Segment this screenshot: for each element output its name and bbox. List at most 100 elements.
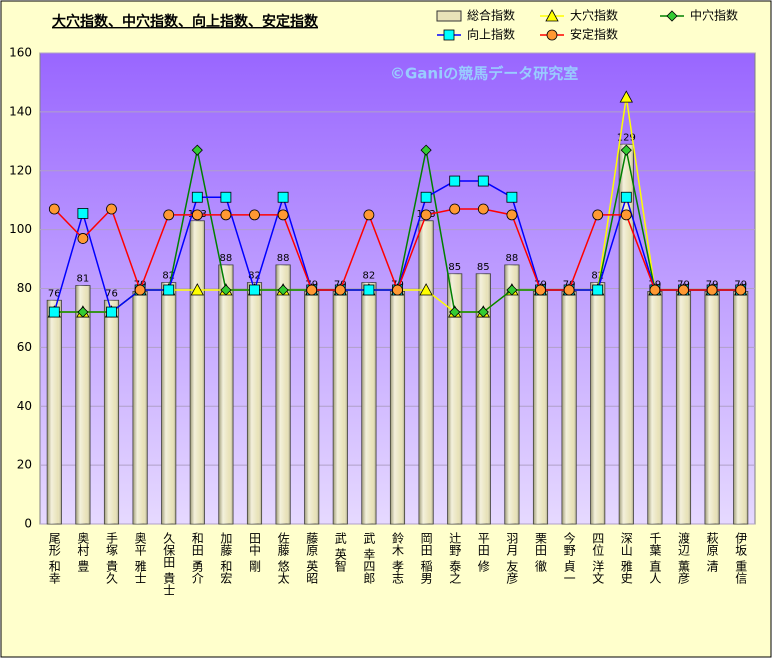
marker	[420, 191, 432, 203]
watermark: ©Ganiの競馬データ研究室	[390, 65, 578, 83]
bar-shade	[704, 291, 720, 524]
value-label: 76	[105, 288, 118, 299]
x-tick-label: 鈴木 孝志	[391, 531, 405, 584]
x-tick-label: 栗田 徹	[534, 532, 548, 572]
marker	[106, 203, 117, 215]
x-tick-label: 深山 雅史	[619, 532, 633, 584]
x-tick-label: 渡辺 薫彦	[677, 531, 691, 585]
bar-shade	[190, 220, 205, 524]
bar-shade	[647, 291, 663, 524]
bar-shade	[218, 264, 234, 524]
legend-label: 中穴指数	[690, 8, 738, 23]
marker	[420, 209, 432, 221]
value-label: 81	[77, 274, 90, 285]
x-tick-label: 千葉 直人	[648, 532, 662, 584]
marker	[306, 284, 318, 296]
bar-shade	[504, 264, 520, 524]
value-label: 82	[162, 271, 175, 282]
y-tick-label: 40	[17, 399, 32, 413]
x-tick-label: 奥平 雅士	[133, 532, 147, 584]
x-tick-label: 辻野 泰之	[448, 532, 462, 584]
legend-label: 向上指数	[467, 27, 515, 42]
legend-swatch	[436, 10, 462, 22]
marker	[106, 306, 117, 318]
bar-shade	[676, 291, 691, 524]
marker	[190, 283, 204, 296]
value-label: 88	[506, 253, 519, 264]
marker	[678, 284, 689, 296]
bar-shade	[333, 291, 348, 524]
marker	[249, 209, 260, 221]
marker	[706, 284, 718, 296]
bar-shade	[47, 300, 62, 524]
marker	[546, 29, 558, 41]
marker	[277, 284, 289, 296]
marker	[48, 203, 60, 215]
value-label: 82	[363, 271, 376, 282]
x-tick-label: 田中 剛	[248, 532, 262, 572]
bar-shade	[247, 282, 262, 524]
bar-shade	[132, 291, 148, 524]
value-label: 82	[591, 271, 604, 282]
x-tick-label: 武 幸四郎	[362, 532, 376, 584]
x-tick-label: 加藤 和宏	[219, 532, 233, 585]
chart-title: 大穴指数、中穴指数、向上指数、安定指数	[52, 13, 319, 30]
y-tick-label: 120	[9, 163, 32, 177]
marker	[163, 284, 175, 296]
marker	[649, 284, 661, 296]
marker	[277, 209, 289, 221]
bar-shade	[104, 300, 119, 524]
x-tick-label: 手塚 貴久	[105, 532, 119, 585]
marker	[220, 191, 232, 203]
x-tick-label: 伊坂 重信	[734, 532, 748, 585]
marker	[506, 209, 518, 221]
marker	[449, 175, 461, 187]
y-tick-label: 80	[17, 281, 32, 295]
bar-shade	[590, 282, 605, 524]
legend-label: 大穴指数	[570, 8, 618, 23]
marker	[619, 90, 633, 103]
x-tick-label: 平田 修	[476, 532, 490, 572]
marker	[392, 284, 403, 296]
marker	[563, 284, 575, 296]
y-tick-label: 20	[17, 458, 32, 472]
marker	[592, 209, 604, 221]
marker	[163, 209, 175, 221]
y-tick-label: 0	[24, 517, 32, 531]
marker	[220, 284, 232, 296]
bar-shade	[533, 291, 548, 524]
value-label: 76	[48, 288, 61, 299]
x-tick-label: 萩原 清	[705, 532, 719, 573]
marker	[334, 284, 346, 296]
x-tick-label: 久保田 貴士	[162, 532, 176, 596]
bar-shade	[561, 291, 577, 524]
x-tick-label: 藤原 英昭	[305, 532, 319, 584]
marker	[220, 209, 232, 221]
marker	[620, 191, 632, 203]
x-tick-label: 武 英智	[333, 532, 347, 573]
bar-shade	[275, 264, 291, 524]
marker	[735, 284, 747, 296]
x-tick-label: 奥村 豊	[76, 532, 90, 572]
marker	[506, 284, 518, 296]
value-label: 85	[477, 262, 490, 273]
bar-shade	[619, 144, 634, 524]
marker	[443, 29, 455, 41]
marker	[191, 209, 203, 221]
marker	[449, 203, 461, 215]
legend-label: 総合指数	[467, 8, 515, 23]
marker	[620, 144, 632, 156]
marker	[77, 233, 89, 244]
x-tick-label: 今野 貞一	[562, 531, 576, 584]
x-tick-label: 四位 洋文	[591, 532, 605, 584]
value-label: 85	[448, 262, 461, 273]
value-label: 88	[220, 253, 233, 264]
y-tick-label: 60	[17, 340, 32, 354]
marker	[535, 284, 546, 296]
y-tick-label: 100	[9, 222, 32, 236]
marker	[134, 284, 146, 296]
x-tick-label: 佐藤 悠太	[276, 532, 290, 584]
value-label: 82	[248, 271, 261, 282]
marker	[191, 144, 203, 156]
